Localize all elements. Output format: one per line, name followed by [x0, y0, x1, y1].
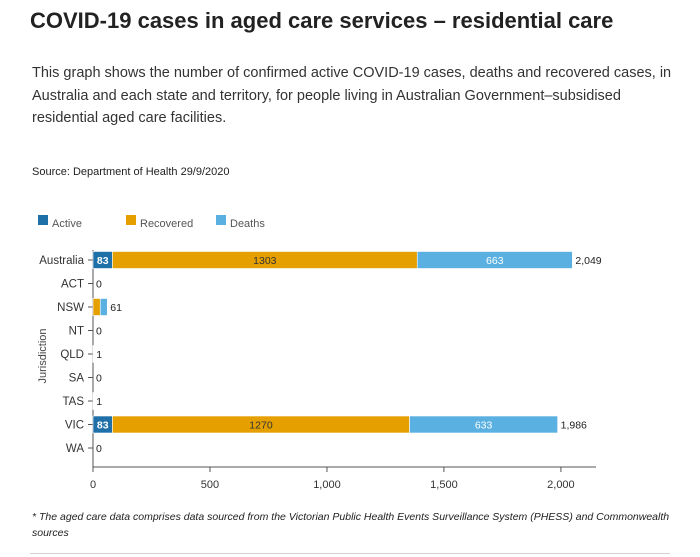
data-label-active: 83	[97, 255, 109, 267]
y-tick-label: QLD	[60, 349, 84, 361]
bar-segment-deaths	[416, 251, 573, 269]
total-label: 0	[96, 326, 102, 338]
bar-segment-recovered	[92, 298, 101, 316]
legend-swatch-active	[38, 215, 48, 225]
y-axis-title: Jurisdiction	[37, 328, 49, 383]
y-tick-label: VIC	[65, 420, 84, 432]
bar-segment-deaths	[92, 392, 94, 410]
x-tick-label: 1,000	[313, 479, 341, 491]
total-label: 0	[96, 373, 102, 385]
legend-label-recovered: Recovered	[140, 218, 193, 230]
chart-description: This graph shows the number of confirmed…	[32, 65, 672, 126]
total-label: 0	[96, 443, 102, 455]
total-label: 61	[110, 302, 122, 314]
total-label: 1	[96, 396, 102, 408]
bar-segment-deaths	[92, 345, 94, 363]
y-tick-label: NSW	[57, 302, 84, 314]
x-tick-label: 1,500	[430, 479, 458, 491]
bar-segment-deaths	[409, 415, 558, 434]
total-label: 2,049	[575, 255, 601, 267]
data-label-deaths: 633	[475, 420, 493, 432]
total-label: 1,986	[561, 420, 587, 432]
legend-swatch-deaths	[216, 215, 226, 225]
data-label-deaths: 663	[486, 255, 504, 267]
total-label: 0	[96, 279, 102, 291]
data-label-recovered: 1270	[249, 420, 273, 432]
x-tick-label: 2,000	[547, 479, 575, 491]
x-tick-label: 0	[90, 479, 96, 491]
bar-segment-deaths	[99, 298, 108, 316]
legend-label-active: Active	[52, 218, 82, 230]
y-tick-label: TAS	[62, 396, 84, 408]
divider	[30, 553, 670, 554]
y-tick-label: SA	[69, 373, 85, 385]
legend-label-deaths: Deaths	[230, 218, 265, 230]
y-tick-label: Australia	[39, 255, 84, 267]
stacked-bar-chart: Active Recovered Deaths Jurisdiction 0 500 1,0…	[37, 215, 602, 491]
y-tick-label: WA	[66, 443, 84, 455]
source-note: Source: Department of Health 29/9/2020	[32, 166, 230, 178]
x-tick-label: 500	[201, 479, 219, 491]
data-label-active: 83	[97, 420, 109, 432]
legend-swatch-recovered	[126, 215, 136, 225]
page-title: COVID-19 cases in aged care services – r…	[30, 8, 614, 33]
y-tick-label: NT	[69, 326, 84, 338]
y-tick-label: ACT	[61, 279, 84, 291]
total-label: 1	[96, 349, 102, 361]
footnote: * The aged care data comprises data sour…	[32, 511, 670, 539]
data-label-recovered: 1303	[253, 255, 277, 267]
